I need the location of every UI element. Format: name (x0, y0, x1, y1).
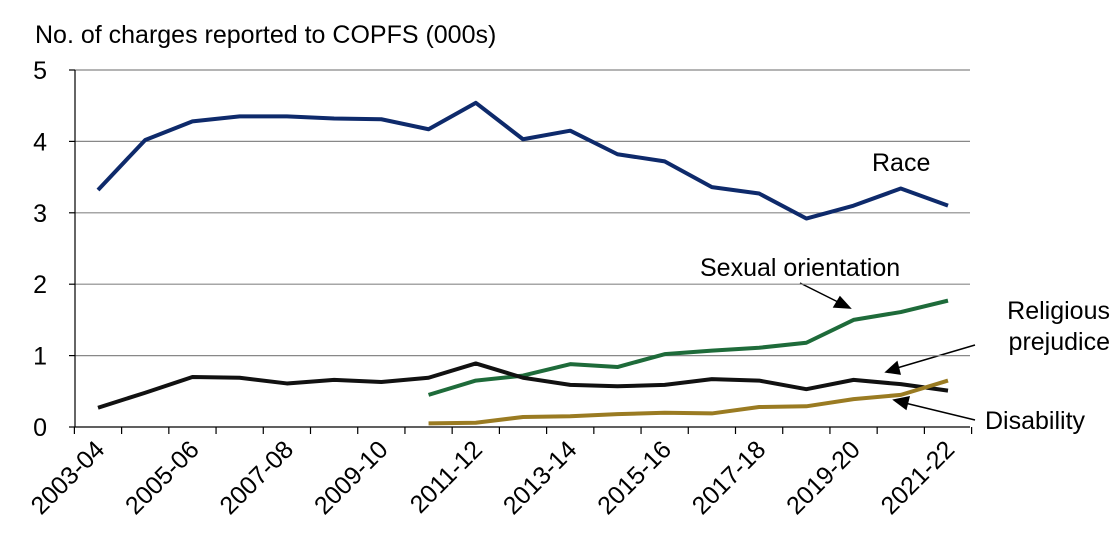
x-tick-label: 2005-06 (120, 435, 205, 520)
x-tick-label: 2015-16 (592, 435, 677, 520)
series-label: Sexual orientation (700, 254, 901, 282)
series-line (97, 361, 949, 410)
arrow (799, 282, 841, 304)
x-tick-label: 2013-14 (498, 435, 583, 520)
x-tick-label: 2009-10 (309, 435, 394, 520)
y-tick-label: 5 (33, 57, 47, 85)
chart-title: No. of charges reported to COPFS (000s) (35, 21, 496, 49)
series-label: Religious prejudice (1007, 297, 1110, 356)
series-line (96, 100, 949, 221)
arrow-head (832, 295, 852, 309)
y-tick-label: 3 (33, 200, 47, 228)
x-tick-label: 2021-22 (876, 435, 961, 520)
x-tick-label: 2011-12 (405, 435, 488, 518)
series-line (428, 378, 949, 426)
arrows (799, 282, 976, 421)
arrow-head (892, 396, 911, 411)
y-tick-label: 4 (33, 128, 47, 156)
series-label: Disability (985, 407, 1086, 435)
series-label: Race (872, 149, 931, 177)
y-tick-label: 1 (33, 343, 47, 371)
y-tick-label: 2 (33, 271, 47, 299)
y-tick-label: 0 (33, 414, 47, 442)
x-tick-label: 2017-18 (687, 435, 772, 520)
x-tick-label: 2003-04 (26, 435, 111, 520)
x-tick-label: 2007-08 (214, 435, 299, 520)
x-tick-label: 2019-20 (781, 435, 866, 520)
arrow-head (884, 360, 901, 375)
arrow (896, 344, 976, 369)
arrow (904, 402, 976, 421)
